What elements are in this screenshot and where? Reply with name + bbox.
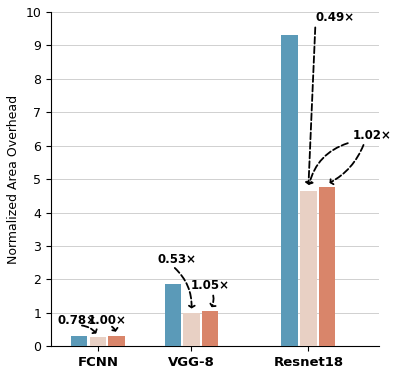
Text: 1.02×: 1.02× [353,129,392,142]
Bar [90,337,106,346]
Bar [71,336,87,346]
Y-axis label: Normalized Area Overhead: Normalized Area Overhead [7,95,20,264]
Bar [282,35,298,346]
Bar [300,191,316,346]
Text: 1.00×: 1.00× [88,314,127,327]
Text: 1.05×: 1.05× [191,279,230,293]
Bar [202,311,218,346]
Bar [183,313,200,346]
Text: 0.78×: 0.78× [57,314,96,327]
Bar [108,336,125,346]
Bar [164,285,181,346]
Bar [319,188,335,346]
Text: 0.53×: 0.53× [158,253,197,266]
Text: 0.49×: 0.49× [315,11,354,24]
